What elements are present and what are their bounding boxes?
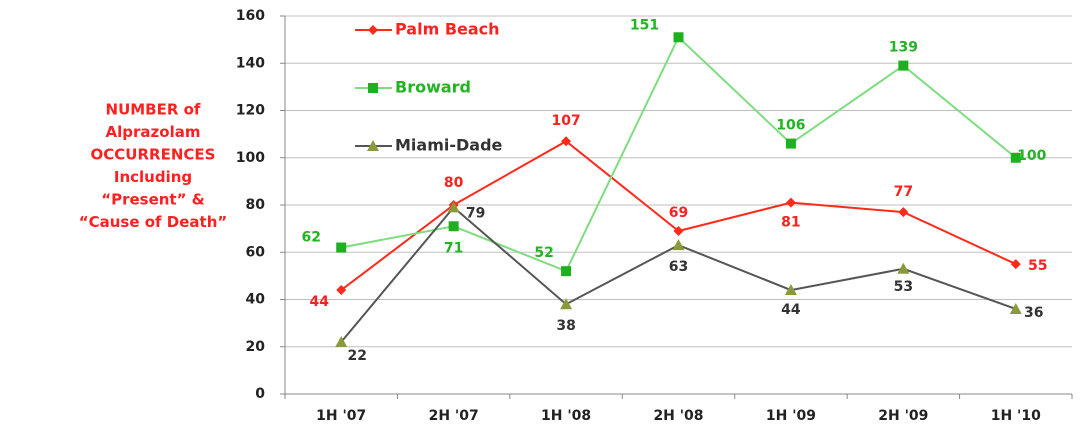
x-tick-label: 1H '08 (541, 408, 591, 424)
data-point (784, 284, 797, 296)
data-point (560, 298, 573, 310)
x-tick-label: 1H '10 (991, 408, 1041, 424)
legend-marker (367, 140, 379, 151)
legend-marker (368, 83, 378, 93)
data-point (1009, 302, 1022, 314)
data-point (447, 201, 460, 213)
data-label: 151 (630, 17, 659, 33)
data-point (1010, 152, 1021, 163)
data-point (561, 136, 572, 147)
data-label: 63 (669, 259, 688, 275)
legend-label: Broward (395, 78, 471, 97)
data-point (898, 207, 909, 218)
legend-label: Miami-Dade (395, 136, 503, 155)
data-point (448, 221, 459, 232)
data-label: 139 (889, 40, 918, 56)
data-point (897, 262, 910, 274)
data-label: 81 (781, 215, 800, 231)
x-tick-label: 1H '07 (316, 408, 366, 424)
y-tick-label: 160 (236, 8, 265, 24)
data-point (672, 239, 685, 251)
data-label: 106 (776, 118, 805, 134)
legend-marker (368, 25, 378, 35)
y-axis-label: “Present” & (101, 191, 205, 209)
data-label: 71 (444, 240, 463, 256)
y-axis-label: OCCURRENCES (91, 146, 216, 164)
y-tick-label: 80 (246, 197, 266, 213)
y-axis-label: Alprazolam (106, 123, 201, 141)
data-label: 53 (894, 279, 913, 295)
data-point (336, 285, 347, 296)
y-axis-label: Including (114, 168, 192, 186)
y-tick-label: 100 (236, 150, 265, 166)
data-label: 107 (551, 113, 580, 129)
legend-label: Palm Beach (395, 20, 500, 39)
data-label: 100 (1017, 148, 1046, 164)
data-label: 38 (556, 318, 575, 334)
y-tick-label: 40 (246, 292, 266, 308)
data-point (673, 225, 684, 236)
data-label: 44 (781, 302, 801, 318)
x-tick-label: 2H '07 (429, 408, 479, 424)
y-axis-label: NUMBER of (106, 101, 201, 119)
y-axis-label: “Cause of Death” (79, 213, 228, 231)
y-tick-label: 0 (255, 386, 265, 402)
data-label: 79 (466, 205, 485, 221)
data-label: 55 (1028, 258, 1047, 274)
data-point (673, 32, 684, 43)
data-label: 36 (1024, 305, 1043, 321)
data-point (785, 197, 796, 208)
data-label: 44 (309, 294, 329, 310)
data-label: 80 (444, 175, 464, 191)
data-label: 52 (534, 245, 553, 261)
y-tick-label: 140 (236, 55, 265, 71)
x-tick-label: 2H '08 (653, 408, 703, 424)
data-point (785, 138, 796, 149)
data-point (1010, 259, 1021, 270)
y-tick-label: 60 (246, 244, 266, 260)
data-label: 77 (894, 184, 913, 200)
data-point (336, 242, 347, 253)
data-point (898, 60, 909, 71)
data-label: 69 (669, 205, 688, 221)
y-tick-label: 20 (246, 339, 266, 355)
x-tick-label: 1H '09 (766, 408, 816, 424)
data-point (335, 336, 348, 348)
x-tick-label: 2H '09 (878, 408, 928, 424)
y-tick-label: 120 (236, 103, 265, 119)
data-point (561, 266, 572, 277)
data-label: 22 (347, 348, 366, 364)
data-label: 62 (301, 230, 320, 246)
